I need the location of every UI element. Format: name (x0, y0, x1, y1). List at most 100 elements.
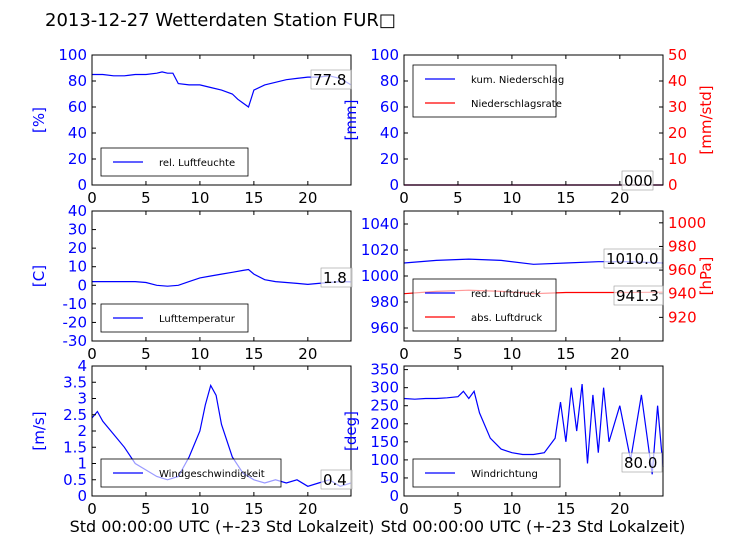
y-tick-label: 10 (68, 258, 87, 276)
x-tick-label: 20 (298, 345, 317, 363)
y-tick-label: 50 (380, 469, 399, 487)
x-tick-label: 15 (556, 345, 575, 363)
x-tick-label: 0 (399, 345, 409, 363)
y-tick-label: 250 (370, 397, 399, 415)
y-tick-label: -30 (63, 332, 88, 350)
x-tick-label: 15 (556, 189, 575, 207)
x-tick-label: 0 (399, 189, 409, 207)
x-tick-label: 10 (502, 345, 521, 363)
series-line-wind_direction-0 (403, 384, 664, 475)
value-label-humidity-box (310, 69, 352, 90)
y-tick-label: 40 (68, 124, 87, 142)
value-label-humidity: 77.8 (313, 71, 346, 89)
series-line-humidity-0 (92, 71, 352, 108)
legend-label: red. Luftdruck (471, 289, 541, 300)
x-tick-label: 5 (141, 345, 151, 363)
value-label-pressure: 1010.0 (606, 250, 659, 268)
legend-box-pressure (412, 278, 557, 332)
y2-tick-label: 940 (668, 285, 697, 303)
y-tick-label: 1 (77, 455, 87, 473)
panel-temperature: 0 5 10 15 20-30-20-10010203040[C]Lufttempera… (30, 202, 353, 363)
panel-wind_speed: 0 5 10 15 20 00.511.522.533.54 [m/s] Windgeschw… (30, 357, 353, 518)
value-label-precip-box (621, 170, 654, 191)
y-tick-label: 350 (370, 361, 399, 379)
value-label-wind_direction-box (621, 452, 663, 473)
y-tick-label: 300 (370, 379, 399, 397)
x-tick-label: 15 (244, 500, 263, 518)
y-axis-label: [mm] (342, 100, 360, 141)
x-tick-label: 10 (190, 345, 209, 363)
value-label2-pressure: 941.3 (616, 287, 659, 305)
x-tick-label: 20 (298, 500, 317, 518)
x-tick-label: 0 (87, 500, 97, 518)
y-tick-label: -10 (63, 295, 88, 313)
y-tick-label: 40 (68, 202, 87, 220)
panel-wind_direction: 0 5 10 15 20050100150200250300350[deg]Windri… (342, 361, 664, 518)
y2-tick-label: 920 (668, 308, 697, 326)
y2-axis-label: [hPa] (697, 257, 715, 296)
y-axis-label: [m/s] (30, 411, 48, 450)
y-tick-label: 0 (389, 487, 399, 505)
y-tick-label: 20 (68, 150, 87, 168)
y-tick-label: 20 (68, 239, 87, 257)
y-tick-label: 2.5 (63, 406, 87, 424)
panel-precip: 0 5 10 15 20 0 20 40 60 80 100 0 10 20 30 40 50 [mm] [mm/s… (342, 46, 715, 207)
y2-tick-label: 980 (668, 237, 697, 255)
legend-label: Niederschlagsrate (471, 99, 562, 110)
y-tick-label: 100 (370, 46, 399, 64)
x-tick-label: 10 (502, 500, 521, 518)
y-tick-label: 150 (370, 433, 399, 451)
y-tick-label: 1.5 (63, 438, 87, 456)
y-tick-label: 960 (370, 319, 399, 337)
legend-label: Lufttemperatur (159, 314, 236, 325)
x-tick-label: 0 (87, 189, 97, 207)
value-label-precip: 000 (624, 172, 653, 190)
x-tick-label: 0 (87, 345, 97, 363)
x-tick-label: 5 (141, 189, 151, 207)
x-tick-label: 5 (453, 500, 463, 518)
y2-tick-label: 10 (668, 150, 687, 168)
plot-frame-humidity (91, 54, 352, 186)
value-label-wind_direction: 80.0 (624, 454, 657, 472)
legend-label: kum. Niederschlag (471, 75, 564, 86)
x-axis-label-left: Std 00:00:00 UTC (+-23 Std Lokalzeit) (70, 517, 375, 536)
y-tick-label: 40 (380, 124, 399, 142)
x-tick-label: 5 (141, 500, 151, 518)
y-tick-label: 0 (77, 176, 87, 194)
y-tick-label: 80 (68, 72, 87, 90)
y-tick-label: 1040 (361, 215, 399, 233)
y-tick-label: 100 (370, 451, 399, 469)
value-label-temperature-box (320, 267, 353, 288)
y-tick-label: 3 (77, 390, 87, 408)
x-tick-label: 10 (502, 189, 521, 207)
y2-tick-label: 30 (668, 98, 687, 116)
x-tick-label: 20 (610, 189, 629, 207)
y-axis-label: [C] (30, 265, 48, 287)
y2-tick-label: 960 (668, 261, 697, 279)
x-tick-label: 20 (298, 189, 317, 207)
figure-title: 2013-12-27 Wetterdaten Station FUR□ (45, 10, 396, 31)
value-label-pressure-box (603, 248, 663, 269)
y-tick-label: 980 (370, 293, 399, 311)
x-tick-label: 20 (610, 500, 629, 518)
y2-tick-label: 50 (668, 46, 687, 64)
y2-tick-label: 20 (668, 124, 687, 142)
x-tick-label: 15 (244, 189, 263, 207)
y-tick-label: 0 (77, 487, 87, 505)
y-tick-label: 60 (380, 98, 399, 116)
y-tick-label: 2 (77, 422, 87, 440)
y2-axis-label: [mm/std] (697, 85, 715, 154)
legend-label: Windrichtung (471, 469, 538, 480)
series-line-wind_speed-0 (91, 383, 352, 487)
legend-box-precip (412, 64, 557, 118)
x-tick-label: 15 (556, 500, 575, 518)
value-label-temperature: 1.8 (323, 269, 347, 287)
y-tick-label: 4 (77, 357, 87, 375)
x-tick-label: 10 (190, 500, 209, 518)
value-label2-pressure-box (613, 285, 664, 306)
legend-label: rel. Luftfeuchte (159, 158, 235, 169)
y-axis-label: [%] (30, 107, 48, 133)
y-tick-label: 0 (77, 276, 87, 294)
x-tick-label: 20 (610, 345, 629, 363)
